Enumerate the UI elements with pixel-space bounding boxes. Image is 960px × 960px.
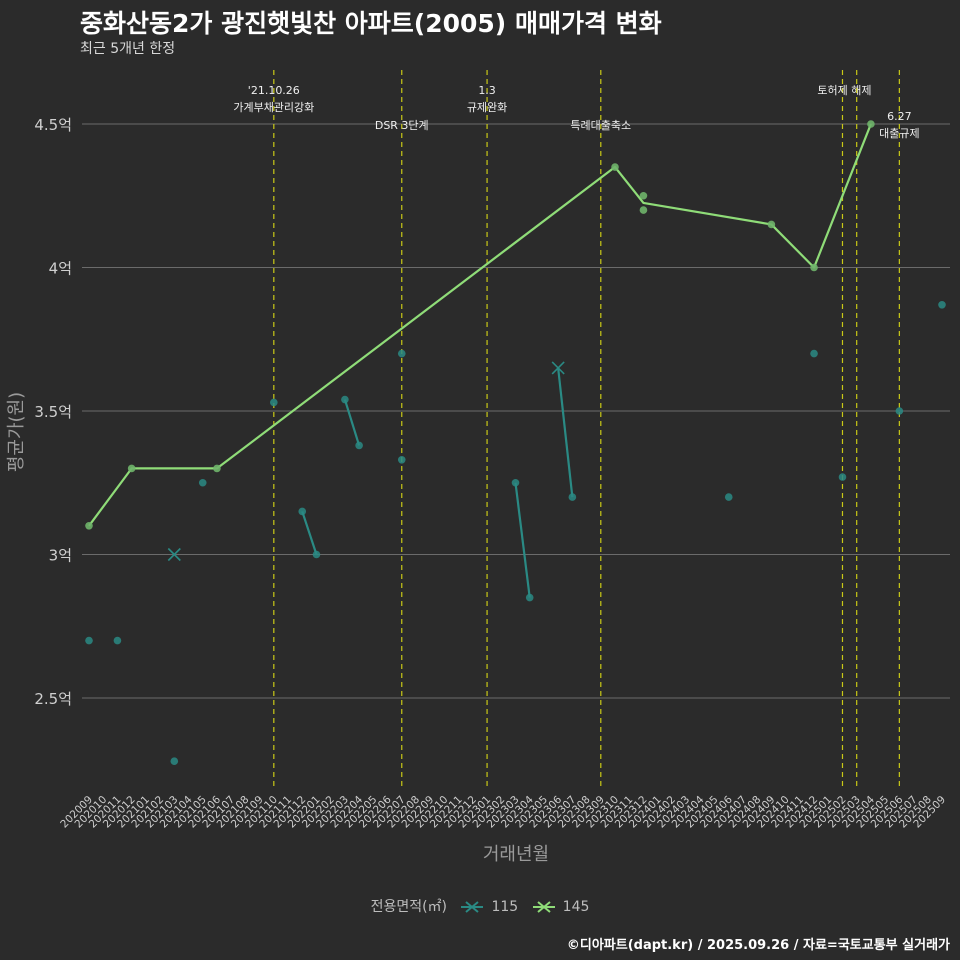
event-label: 1.3 bbox=[478, 84, 496, 97]
series-145-point bbox=[810, 263, 818, 272]
legend: 전용면적(㎡) 115 145 bbox=[0, 896, 960, 916]
y-tick-label: 3억 bbox=[49, 547, 72, 565]
series-115-point bbox=[511, 478, 520, 487]
series-115-line bbox=[301, 511, 318, 555]
series-115-point bbox=[198, 478, 207, 487]
x-axis-label: 거래년월 bbox=[483, 844, 549, 865]
series-115-point bbox=[312, 550, 321, 559]
series-115-point bbox=[270, 398, 278, 407]
series-115-point bbox=[170, 757, 179, 765]
series-145-point bbox=[767, 220, 776, 229]
series-145-point bbox=[867, 120, 875, 128]
series-115-point bbox=[113, 636, 122, 645]
y-axis-ticks: 2.5억 3억 3.5억 4억 4.5억 bbox=[34, 116, 72, 708]
event-label: 특례대출축소 bbox=[570, 119, 631, 132]
series-115-point bbox=[525, 593, 534, 602]
series-145-line bbox=[88, 123, 872, 527]
event-label: 토허제 해제 bbox=[817, 83, 871, 97]
series-115-line bbox=[343, 399, 361, 446]
event-label: 6.27 bbox=[887, 110, 912, 123]
series-145-point bbox=[639, 206, 648, 214]
series-115-point bbox=[895, 407, 904, 415]
x-axis-ticks: 2020092020102020112020122021012021022021… bbox=[58, 793, 948, 830]
y-tick-label: 4.5억 bbox=[34, 116, 72, 134]
series-115-point bbox=[724, 493, 733, 501]
cross-stroke bbox=[551, 361, 565, 375]
legend-title: 전용면적(㎡) bbox=[370, 899, 448, 915]
legend-item-145: 145 bbox=[531, 899, 590, 915]
series-115-line bbox=[514, 482, 531, 598]
legend-item-115: 115 bbox=[459, 899, 518, 915]
series-145-point bbox=[127, 464, 136, 473]
y-axis-label: 평균가(원) bbox=[6, 392, 27, 472]
event-label: 가계부채관리강화 bbox=[233, 101, 314, 114]
event-label: '21.10.26 bbox=[248, 84, 300, 97]
series-115-point bbox=[397, 455, 406, 464]
chart-title: 중화산동2가 광진햇빛찬 아파트(2005) 매매가격 변화 bbox=[80, 9, 662, 38]
chart-subtitle: 최근 5개년 한정 bbox=[80, 41, 176, 57]
event-label: 대출규제 bbox=[879, 127, 919, 140]
legend-key-145 bbox=[532, 901, 555, 913]
series-115-point bbox=[938, 301, 946, 309]
series-115-point bbox=[838, 473, 847, 481]
series-115-point bbox=[568, 493, 577, 501]
cross-stroke bbox=[167, 547, 181, 562]
series-115-point bbox=[298, 507, 307, 516]
series-115-point bbox=[341, 395, 349, 404]
event-label: DSR 3단계 bbox=[375, 119, 429, 132]
series-115-point bbox=[355, 441, 363, 450]
series-115-point bbox=[810, 349, 818, 358]
series-145-point bbox=[85, 522, 93, 530]
source-caption: ©디아파트(dapt.kr) / 2025.09.26 / 자료=국토교통부 실… bbox=[566, 938, 950, 953]
series-115 bbox=[85, 301, 946, 765]
y-tick-label: 4억 bbox=[49, 260, 72, 278]
series-145-point bbox=[611, 163, 619, 171]
y-tick-label: 2.5억 bbox=[34, 690, 72, 708]
legend-label-115: 115 bbox=[491, 899, 519, 915]
series-145-point bbox=[639, 191, 648, 200]
legend-key-115 bbox=[461, 901, 484, 913]
series-115-point bbox=[85, 636, 93, 645]
series-145 bbox=[85, 120, 875, 530]
series-115-cross-point bbox=[167, 547, 181, 562]
series-115-line bbox=[557, 367, 574, 498]
series-115-cross-point bbox=[551, 361, 565, 375]
y-tick-label: 3.5억 bbox=[34, 403, 72, 421]
series-145-point bbox=[213, 464, 221, 473]
series-115-point bbox=[397, 349, 406, 358]
legend-label-145: 145 bbox=[562, 899, 590, 915]
grid-lines bbox=[82, 123, 950, 699]
event-label: 규제완화 bbox=[467, 101, 507, 114]
